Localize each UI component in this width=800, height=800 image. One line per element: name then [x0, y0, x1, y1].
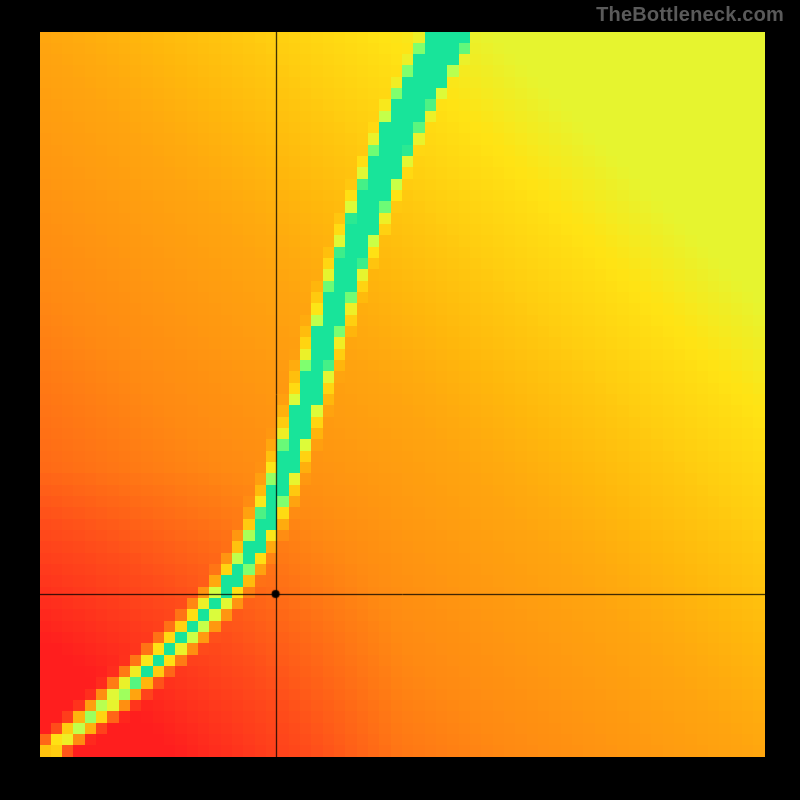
watermark-label: TheBottleneck.com: [596, 4, 784, 27]
chart-container: TheBottleneck.com: [0, 0, 800, 800]
heatmap-plot: [40, 32, 765, 757]
